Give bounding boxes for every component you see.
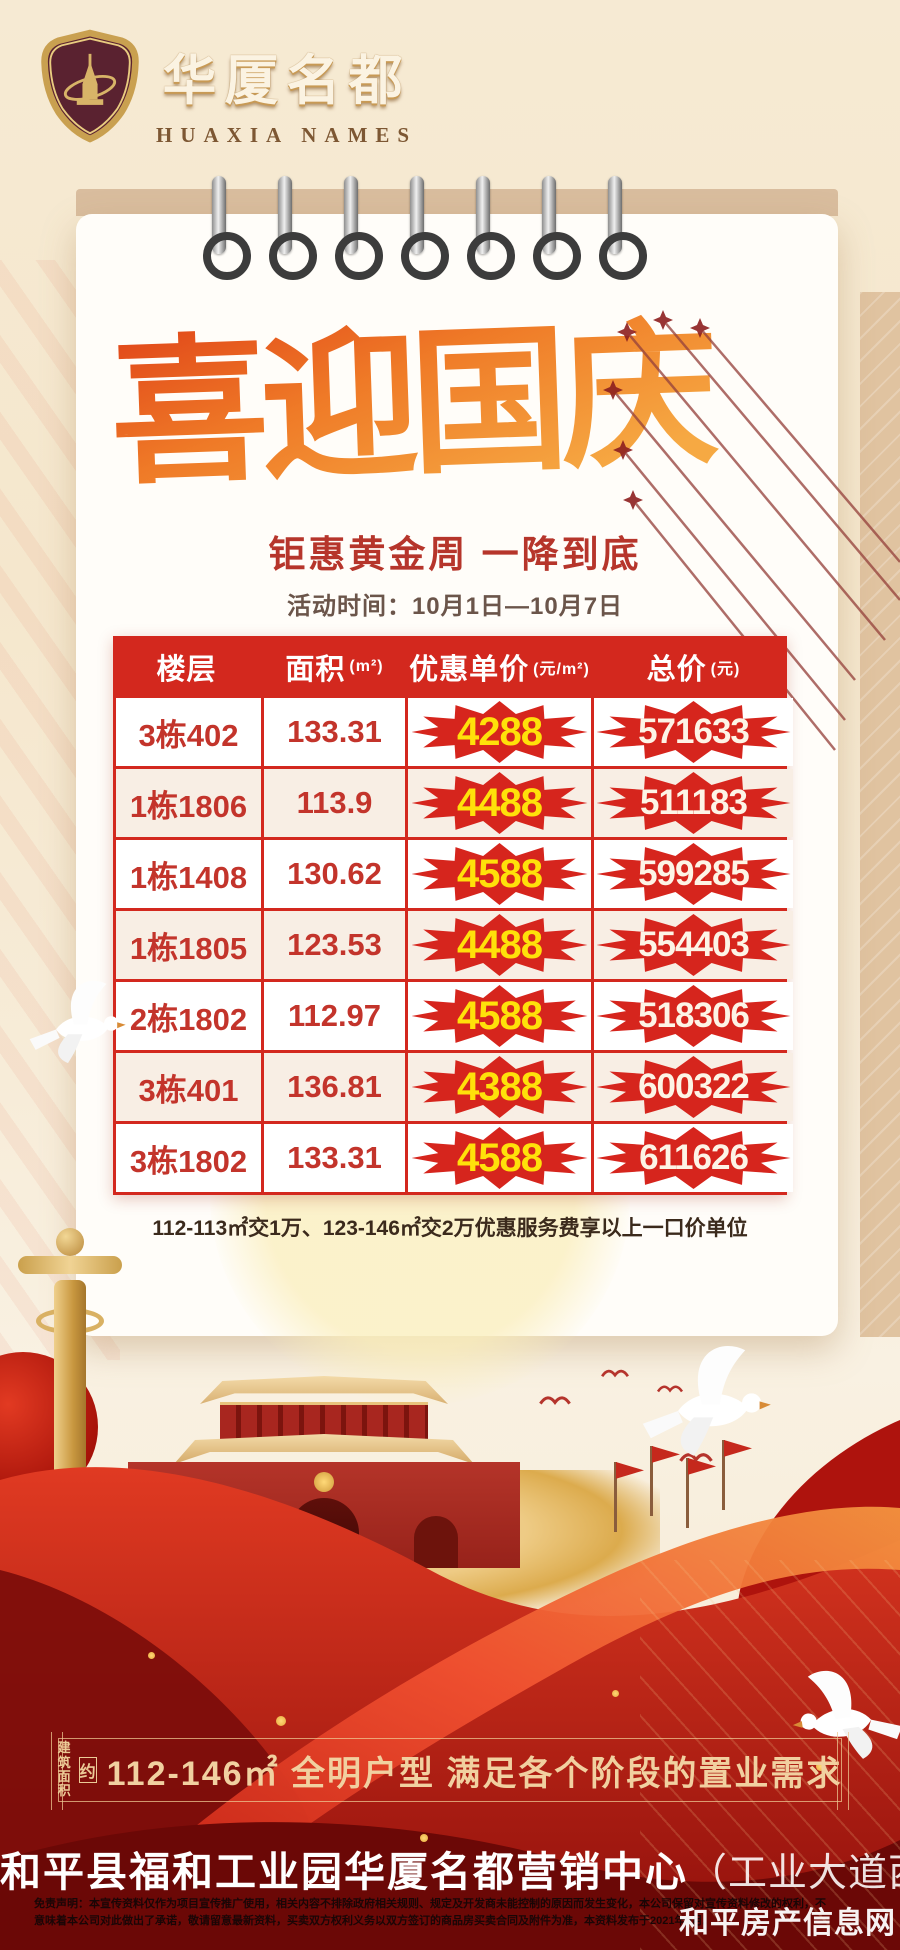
- total-price-cell: 511183: [594, 769, 793, 837]
- area-cell: 133.31: [264, 698, 405, 766]
- total-price-cell: 611626: [594, 1124, 793, 1192]
- address-bar: 和平县福和工业园华厦名都营销中心（工业大道西）: [0, 1838, 900, 1898]
- sparkle-icon: [420, 1834, 428, 1842]
- price-burst-icon: 611626: [596, 1127, 791, 1189]
- dove-icon: [29, 980, 126, 1064]
- binder-pin-icon: [599, 176, 647, 280]
- floor-cell: 2栋1802: [116, 982, 261, 1050]
- brand-name-en: HUAXIA NAMES: [156, 123, 418, 147]
- unit-price-cell: 4588: [408, 1124, 591, 1192]
- price-note: 112-113㎡交1万、123-146㎡交2万优惠服务费享以上一口价单位: [152, 1217, 748, 1240]
- binder-pin-icon: [335, 176, 383, 280]
- price-burst-icon: 4588: [411, 985, 588, 1047]
- area-cell: 113.9: [264, 769, 405, 837]
- price-burst-icon: 4488: [411, 772, 588, 834]
- total-price-cell: 571633: [594, 698, 793, 766]
- brand-logo: 华厦名都 HUAXIA NAMES: [38, 28, 417, 148]
- col-header-unit-price: 优惠单价 (元/m²): [409, 654, 590, 686]
- disclaimer-text: 免责声明：本宣传资料仅作为项目宣传推广使用，相关内容不排除政府相关规则、规定及开…: [34, 1898, 826, 1928]
- red-flags-icon: [612, 1432, 762, 1562]
- floor-cell: 3栋1802: [116, 1124, 261, 1192]
- area-cell: 133.31: [264, 1124, 405, 1192]
- price-burst-icon: 4588: [411, 843, 588, 905]
- sparkle-icon: [612, 1690, 619, 1697]
- unit-price-cell: 4488: [408, 769, 591, 837]
- floor-cell: 1栋1806: [116, 769, 261, 837]
- area-banner: 建筑 面积 约 112-146㎡ 全明户型 满足各个阶段的置业需求: [51, 1732, 849, 1810]
- price-burst-icon: 518306: [596, 985, 791, 1047]
- floor-cell: 1栋1805: [116, 911, 261, 979]
- shield-logo-icon: [41, 29, 139, 143]
- sparkle-icon: [276, 1716, 286, 1726]
- price-burst-icon: 4388: [411, 1056, 588, 1118]
- area-cell: 136.81: [264, 1053, 405, 1121]
- promo-subtitle: 钜惠黄金周 一降到底: [268, 534, 642, 575]
- unit-price-cell: 4388: [408, 1053, 591, 1121]
- binder-pin-icon: [269, 176, 317, 280]
- price-burst-icon: 4488: [411, 914, 588, 976]
- unit-price-cell: 4588: [408, 840, 591, 908]
- price-burst-icon: 571633: [596, 701, 791, 763]
- area-cell: 112.97: [264, 982, 405, 1050]
- total-price-cell: 518306: [594, 982, 793, 1050]
- watermark-text: 和平房产信息网: [679, 1907, 896, 1940]
- total-price-cell: 599285: [594, 840, 793, 908]
- price-burst-icon: 600322: [596, 1056, 791, 1118]
- address-main: 和平县福和工业园华厦名都营销中心: [0, 1849, 688, 1895]
- floor-cell: 3栋401: [116, 1053, 261, 1121]
- unit-price-cell: 4288: [408, 698, 591, 766]
- price-burst-icon: 554403: [596, 914, 791, 976]
- col-header-floor: 楼层: [156, 654, 217, 686]
- binder-pin-icon: [467, 176, 515, 280]
- unit-price-cell: 4488: [408, 911, 591, 979]
- bird-icon: [679, 1453, 713, 1463]
- gate-emblem-icon: [314, 1472, 334, 1492]
- activity-time: 活动时间：10月1日—10月7日: [286, 593, 624, 620]
- brand-name-cn: 华厦名都: [162, 51, 411, 111]
- floor-cell: 1栋1408: [116, 840, 261, 908]
- dove-icon: [642, 1346, 771, 1456]
- total-price-cell: 600322: [594, 1053, 793, 1121]
- right-tan-strip: [860, 292, 900, 1337]
- notepad-top-band: [76, 189, 838, 216]
- jet-trails-icon: [603, 310, 900, 751]
- price-burst-icon: 511183: [596, 772, 791, 834]
- brand-text: 华厦名都 HUAXIA NAMES: [156, 28, 417, 148]
- price-burst-icon: 4288: [411, 701, 588, 763]
- price-burst-icon: 599285: [596, 843, 791, 905]
- bird-icon: [539, 1396, 571, 1405]
- bird-icon: [656, 1385, 684, 1393]
- sparkle-icon: [816, 1762, 825, 1771]
- col-header-total: 总价 (元): [646, 654, 741, 686]
- area-cell: 123.53: [264, 911, 405, 979]
- bird-icon: [601, 1369, 629, 1378]
- area-cell: 130.62: [264, 840, 405, 908]
- banner-approx-box: 约: [78, 1757, 97, 1783]
- dove-icon: [792, 1670, 900, 1759]
- unit-price-cell: 4588: [408, 982, 591, 1050]
- col-header-area: 面积 (m²): [285, 654, 384, 686]
- banner-text: 112-146㎡ 全明户型 满足各个阶段的置业需求: [106, 1754, 843, 1793]
- price-table: 楼层 面积 (m²) 优惠单价 (元/m²) 总价 (元) 3栋402 133.31 …: [113, 636, 793, 1195]
- address-suffix: （工业大道西）: [688, 1852, 900, 1895]
- banner-prefix-label: 建筑 面积: [57, 1740, 73, 1799]
- binder-pin-icon: [401, 176, 449, 280]
- binder-pin-icon: [203, 176, 251, 280]
- floor-cell: 3栋402: [116, 698, 261, 766]
- binder-pin-icon: [533, 176, 581, 280]
- price-burst-icon: 4588: [411, 1127, 588, 1189]
- total-price-cell: 554403: [594, 911, 793, 979]
- sparkle-icon: [148, 1652, 155, 1659]
